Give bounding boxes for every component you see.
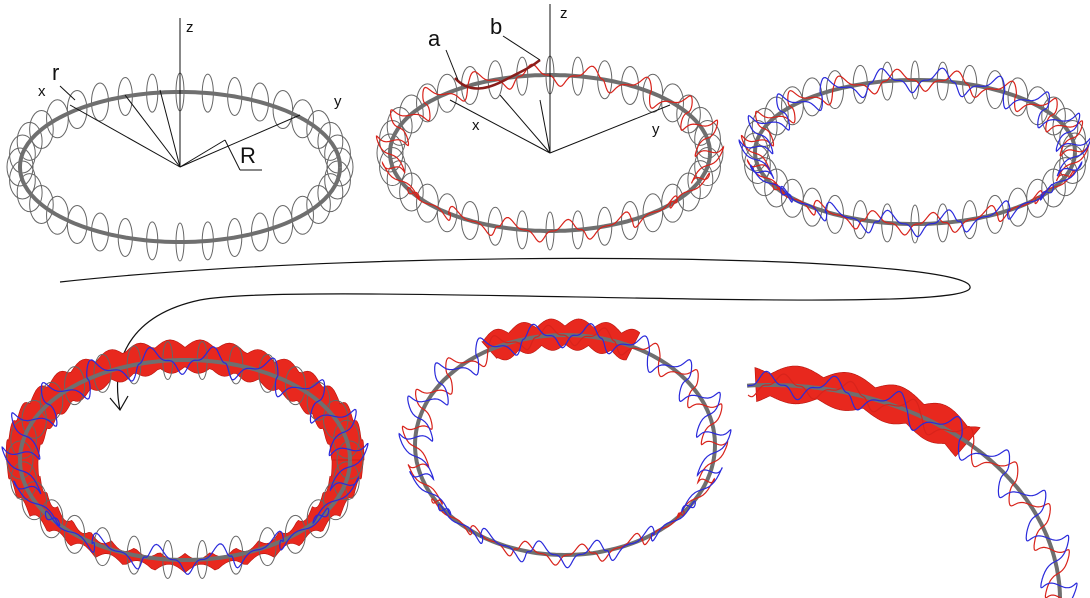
point-label: b bbox=[490, 14, 502, 39]
drawing bbox=[2, 4, 1090, 598]
axis-label: z bbox=[186, 19, 194, 36]
point-label: a bbox=[428, 26, 441, 51]
winding-band bbox=[6, 340, 364, 573]
axis-label: x bbox=[472, 117, 480, 134]
axis-line bbox=[500, 95, 550, 153]
axis-line bbox=[70, 105, 180, 167]
leader-line bbox=[503, 36, 540, 60]
axis-label: x bbox=[38, 83, 46, 100]
radius-label: R bbox=[240, 143, 256, 168]
wire bbox=[399, 324, 731, 568]
wire bbox=[742, 69, 1089, 235]
diagram: z r x y R a b z x y bbox=[0, 0, 1090, 598]
winding-band bbox=[755, 366, 980, 457]
axis-line bbox=[125, 95, 180, 167]
winding-band bbox=[482, 319, 640, 360]
axis-label: z bbox=[560, 5, 568, 22]
radius-label: r bbox=[52, 60, 59, 85]
axis-label: y bbox=[652, 121, 660, 138]
axis-line bbox=[180, 140, 225, 167]
axis-line bbox=[450, 100, 550, 153]
wire bbox=[739, 68, 1090, 237]
axis-line bbox=[540, 100, 550, 153]
wire bbox=[402, 325, 727, 565]
axis-label: y bbox=[334, 93, 342, 110]
leader-line bbox=[446, 50, 458, 80]
